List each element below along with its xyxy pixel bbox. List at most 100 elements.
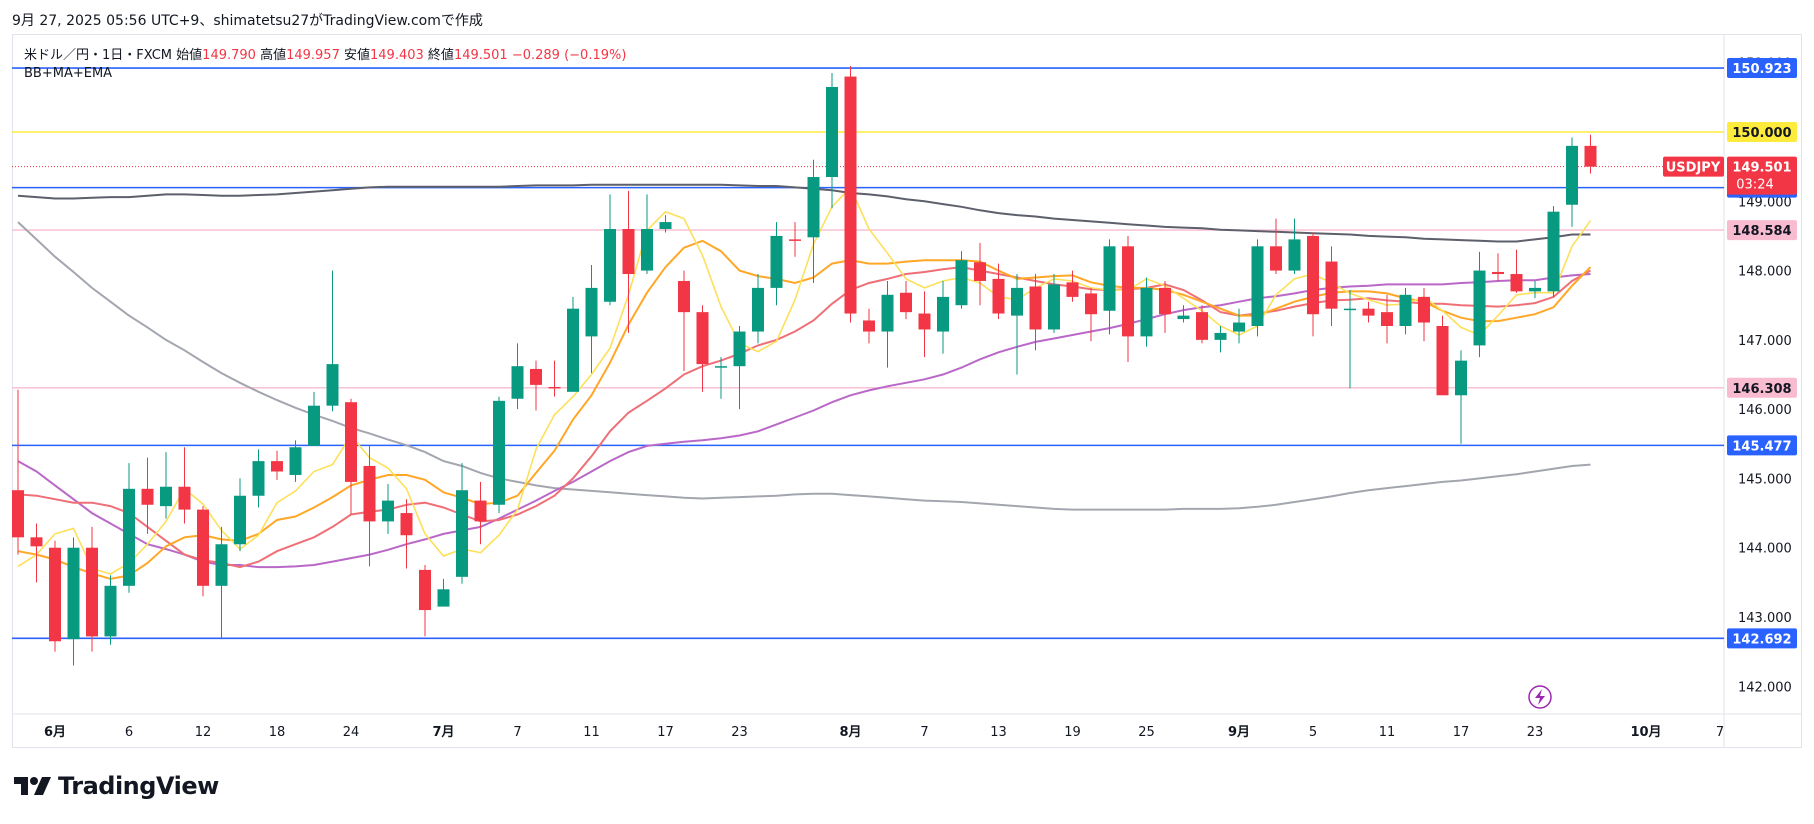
time-tick-label: 7 <box>1716 725 1724 740</box>
candle-down <box>1418 296 1430 323</box>
time-tick-label: 24 <box>343 725 360 740</box>
candle-down <box>789 239 801 241</box>
time-tick-label: 10月 <box>1630 725 1661 740</box>
candle-up <box>1288 239 1301 271</box>
time-tick-label: 13 <box>990 725 1007 740</box>
candle-up <box>1011 287 1023 316</box>
candle-down <box>30 537 43 547</box>
candle-up <box>567 308 579 392</box>
candle-down <box>548 386 561 389</box>
time-tick-label: 25 <box>1138 725 1155 740</box>
candle-down <box>1381 312 1393 326</box>
price-tag-text: 148.584 <box>1732 224 1791 239</box>
lightning-icon <box>1528 685 1552 709</box>
indicator-legend[interactable]: BB+MA+EMA <box>24 66 113 81</box>
time-tick-label: 23 <box>1527 725 1544 740</box>
candle-down <box>863 320 875 332</box>
candle-up <box>826 86 838 178</box>
symbol-info: 米ドル／円・1日・FXCM <box>24 48 173 63</box>
candle-up <box>123 488 135 586</box>
candle-up <box>1344 308 1356 311</box>
price-tag-text: 145.477 <box>1732 439 1791 454</box>
countdown-timer: 03:24 <box>1736 178 1773 193</box>
time-tick-label: 8月 <box>839 725 861 740</box>
candle-down <box>1029 286 1042 330</box>
candle-up <box>1214 332 1227 340</box>
candle-down <box>49 547 61 642</box>
price-tag-text: 146.308 <box>1732 382 1791 397</box>
candle-down <box>197 509 209 586</box>
candle-down <box>1436 326 1449 396</box>
candle-up <box>252 461 265 496</box>
time-tick-label: 23 <box>731 725 748 740</box>
tradingview-logo-icon <box>14 777 51 795</box>
candle-up <box>493 400 505 505</box>
time-tick-label: 5 <box>1309 725 1317 740</box>
time-tick-label: 11 <box>1379 725 1396 740</box>
high-label: 高値 <box>260 48 287 63</box>
last-price-value: 149.501 <box>1732 161 1791 176</box>
ma-purple-line <box>17 273 1591 569</box>
candle-up <box>456 490 468 577</box>
time-tick-label: 7月 <box>432 725 454 740</box>
price-chart[interactable]: 142.000 143.000 144.000 145.000 146.000 147.0… <box>0 0 1814 760</box>
close-label: 終値 <box>427 48 454 63</box>
candle-up <box>1455 360 1467 396</box>
time-tick-label: 11 <box>583 725 600 740</box>
candle-down <box>1066 282 1079 297</box>
candle-up <box>1251 246 1264 326</box>
candle-up <box>215 544 228 586</box>
ohlc-legend: 米ドル／円・1日・FXCM 始値149.790 高値149.957 安値149.… <box>24 44 626 63</box>
candle-up <box>1140 287 1153 337</box>
symbol-tag-text: USDJPY <box>1666 161 1721 176</box>
ma-orange-line <box>17 239 1592 580</box>
high-value: 149.957 <box>286 48 340 63</box>
candle-up <box>1233 322 1245 332</box>
candle-down <box>918 313 931 330</box>
brand-name: TradingView <box>58 772 219 800</box>
last-price-tag <box>1727 156 1797 195</box>
price-tick-label: 144.000 <box>1738 542 1792 557</box>
candle-up <box>234 495 246 545</box>
time-tick-label: 7 <box>513 725 521 740</box>
open-label: 始値 <box>176 48 203 63</box>
price-tag-146.308 <box>1727 377 1797 398</box>
candle-down <box>1085 293 1097 315</box>
candle-down <box>474 500 487 522</box>
lightning-bolt-icon <box>1535 689 1545 705</box>
price-tag-text: 150.923 <box>1732 62 1791 77</box>
low-label: 安値 <box>344 48 371 63</box>
time-tick-label: 17 <box>1453 725 1470 740</box>
low-value: 149.403 <box>370 48 424 63</box>
candle-down <box>1159 287 1171 315</box>
candle-up <box>659 222 672 229</box>
price-tag-text: 142.692 <box>1732 632 1791 647</box>
candle-up <box>1177 315 1190 320</box>
ma-yellow-line <box>17 185 1592 575</box>
candle-down <box>141 488 154 505</box>
candle-up <box>1566 145 1578 205</box>
bb-middle-line <box>17 183 1591 243</box>
price-tag-148.584 <box>1727 220 1797 241</box>
candle-up <box>715 366 727 368</box>
price-tick-label: 149.000 <box>1738 195 1792 210</box>
candle-down <box>345 402 357 482</box>
time-tick-label: 19 <box>1064 725 1081 740</box>
price-tag-145.477 <box>1727 435 1797 456</box>
open-value: 149.790 <box>202 48 256 63</box>
price-tick-label: 142.000 <box>1738 680 1792 695</box>
chart-panel[interactable] <box>12 34 1802 748</box>
candle-down <box>622 229 635 275</box>
candle-down <box>1492 271 1504 275</box>
time-tick-label: 18 <box>269 725 286 740</box>
time-tick-label: 12 <box>195 725 212 740</box>
candle-up <box>382 500 394 522</box>
candle-down <box>1270 246 1282 271</box>
candle-up <box>641 229 653 271</box>
candle-up <box>807 177 820 238</box>
time-tick-label: 6月 <box>44 725 66 740</box>
price-tag-text: 150.000 <box>1732 126 1791 141</box>
price-tick-label: 147.000 <box>1738 334 1792 349</box>
candle-down <box>178 486 191 510</box>
tradingview-brand[interactable]: TradingView <box>14 772 219 800</box>
